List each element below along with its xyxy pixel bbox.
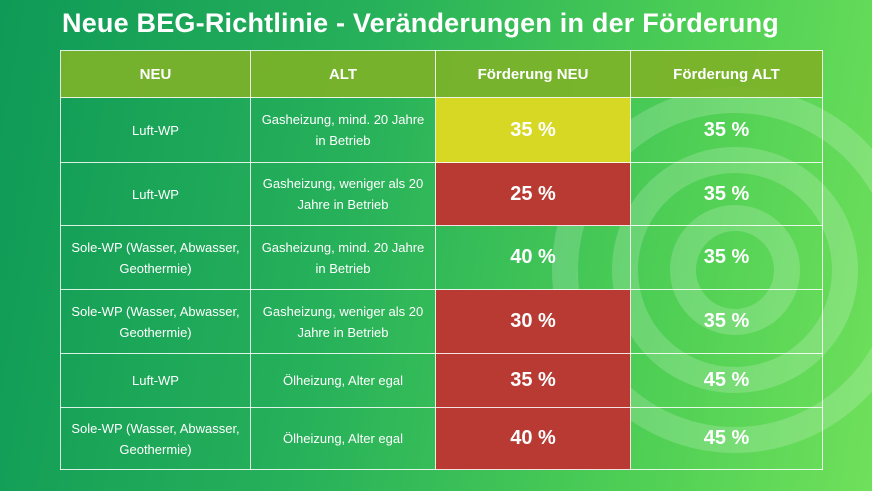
table-row: Luft-WP Ölheizung, Alter egal 35 % 45 % — [60, 353, 823, 408]
header-alt: ALT — [250, 50, 436, 98]
cell-foerderung-neu: 25 % — [435, 162, 631, 226]
cell-foerderung-neu: 40 % — [435, 407, 631, 470]
cell-foerderung-neu: 30 % — [435, 289, 631, 354]
cell-alt: Ölheizung, Alter egal — [250, 353, 436, 408]
cell-foerderung-alt: 35 % — [630, 97, 823, 163]
cell-alt: Ölheizung, Alter egal — [250, 407, 436, 470]
cell-foerderung-alt: 35 % — [630, 162, 823, 226]
cell-neu: Luft-WP — [60, 97, 251, 163]
cell-neu: Sole-WP (Wasser, Abwasser, Geothermie) — [60, 407, 251, 470]
table-row: Luft-WP Gasheizung, weniger als 20 Jahre … — [60, 162, 823, 226]
header-foerderung-alt: Förderung ALT — [630, 50, 823, 98]
header-foerderung-neu: Förderung NEU — [435, 50, 631, 98]
cell-foerderung-neu: 40 % — [435, 225, 631, 290]
table-row: Sole-WP (Wasser, Abwasser, Geothermie) Ga… — [60, 225, 823, 290]
table-header-row: NEU ALT Förderung NEU Förderung ALT — [60, 50, 823, 98]
cell-foerderung-alt: 35 % — [630, 289, 823, 354]
cell-foerderung-alt: 35 % — [630, 225, 823, 290]
cell-foerderung-alt: 45 % — [630, 353, 823, 408]
cell-foerderung-neu: 35 % — [435, 97, 631, 163]
cell-neu: Sole-WP (Wasser, Abwasser, Geothermie) — [60, 289, 251, 354]
cell-foerderung-neu: 35 % — [435, 353, 631, 408]
cell-neu: Sole-WP (Wasser, Abwasser, Geothermie) — [60, 225, 251, 290]
cell-alt: Gasheizung, mind. 20 Jahre in Betrieb — [250, 225, 436, 290]
header-neu: NEU — [60, 50, 251, 98]
cell-alt: Gasheizung, weniger als 20 Jahre in Betr… — [250, 162, 436, 226]
table-row: Sole-WP (Wasser, Abwasser, Geothermie) Öl… — [60, 407, 823, 470]
cell-neu: Luft-WP — [60, 162, 251, 226]
cell-alt: Gasheizung, mind. 20 Jahre in Betrieb — [250, 97, 436, 163]
cell-neu: Luft-WP — [60, 353, 251, 408]
cell-foerderung-alt: 45 % — [630, 407, 823, 470]
page-title: Neue BEG-Richtlinie - Veränderungen in d… — [62, 8, 779, 38]
table-row: Luft-WP Gasheizung, mind. 20 Jahre in Bet… — [60, 97, 823, 163]
foerderung-table: NEU ALT Förderung NEU Förderung ALT Luft… — [60, 50, 823, 470]
cell-alt: Gasheizung, weniger als 20 Jahre in Betr… — [250, 289, 436, 354]
table-row: Sole-WP (Wasser, Abwasser, Geothermie) Ga… — [60, 289, 823, 354]
